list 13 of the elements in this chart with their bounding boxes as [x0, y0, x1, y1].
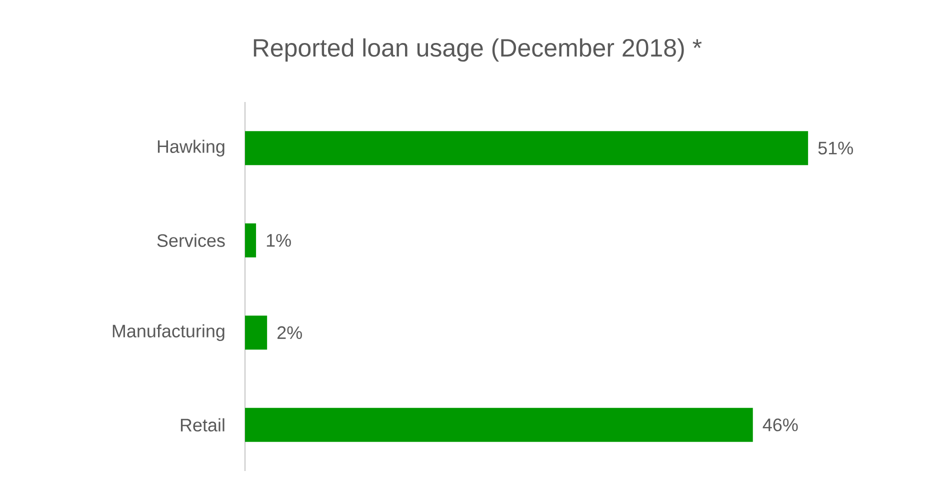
- bar: [245, 223, 256, 258]
- data-label: 1%: [266, 234, 291, 247]
- bar: [245, 131, 808, 166]
- bar: [245, 408, 753, 442]
- data-label: 46%: [762, 418, 798, 432]
- chart-title: Reported loan usage (December 2018) *: [254, 38, 702, 62]
- y-tick-label: Retail: [180, 418, 224, 432]
- y-tick-label: Manufacturing: [112, 324, 224, 342]
- data-label: 51%: [818, 142, 853, 154]
- y-tick-label: Services: [157, 234, 225, 247]
- bar: [245, 316, 268, 350]
- y-tick-label: Hawking: [158, 140, 224, 157]
- data-label: 2%: [278, 326, 302, 339]
